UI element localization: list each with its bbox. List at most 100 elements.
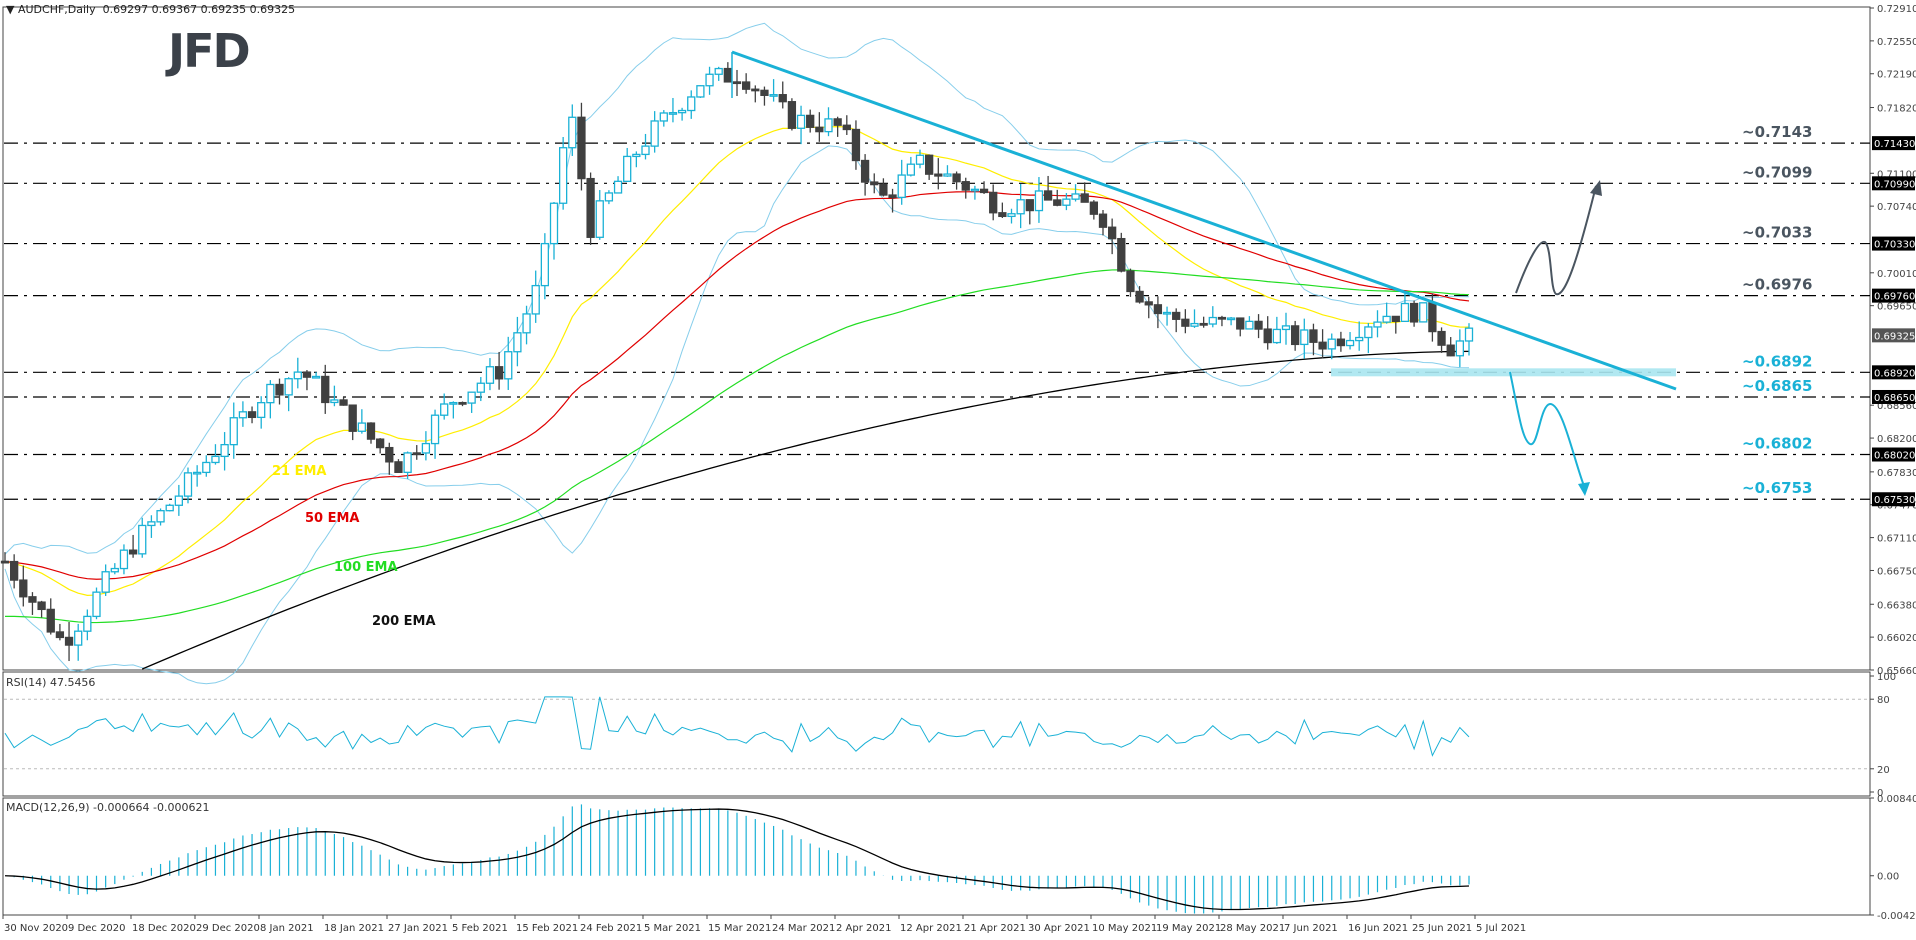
bear-candle[interactable] <box>1199 322 1208 326</box>
bull-candle[interactable] <box>687 96 696 112</box>
bull-candle[interactable] <box>559 147 568 204</box>
bear-candle[interactable] <box>0 560 10 564</box>
bear-candle[interactable] <box>1089 201 1098 215</box>
bull-candle[interactable] <box>147 521 156 527</box>
bull-candle[interactable] <box>1373 321 1382 328</box>
bull-candle[interactable] <box>311 375 321 379</box>
bull-candle[interactable] <box>430 414 440 445</box>
bear-candle[interactable] <box>952 173 961 183</box>
bear-candle[interactable] <box>1098 213 1108 228</box>
bull-candle[interactable] <box>540 242 549 287</box>
bull-candle[interactable] <box>668 112 678 115</box>
bear-candle[interactable] <box>1126 270 1135 293</box>
bear-candle[interactable] <box>394 461 403 473</box>
bear-candle[interactable] <box>366 422 376 440</box>
bull-candle[interactable] <box>403 452 412 473</box>
bull-candle[interactable] <box>1272 328 1281 344</box>
bull-candle[interactable] <box>714 67 723 75</box>
bear-candle[interactable] <box>1236 317 1245 330</box>
bear-candle[interactable] <box>375 438 385 449</box>
bull-candle[interactable] <box>796 114 806 129</box>
bull-candle[interactable] <box>1190 322 1199 327</box>
bear-candle[interactable] <box>778 94 787 103</box>
bull-candle[interactable] <box>421 442 431 454</box>
bear-candle[interactable] <box>385 446 394 463</box>
bull-candle[interactable] <box>110 567 119 573</box>
bull-candle[interactable] <box>192 471 202 475</box>
bull-candle[interactable] <box>549 202 559 245</box>
bear-candle[interactable] <box>1409 302 1419 323</box>
bull-candle[interactable] <box>1419 302 1428 323</box>
bull-candle[interactable] <box>970 188 980 192</box>
bear-candle[interactable] <box>19 579 28 598</box>
bull-candle[interactable] <box>504 351 513 380</box>
bear-candle[interactable] <box>348 404 357 432</box>
bull-candle[interactable] <box>705 73 714 87</box>
bull-candle[interactable] <box>1345 339 1355 347</box>
bull-candle[interactable] <box>623 155 632 182</box>
bull-candle[interactable] <box>1455 340 1464 357</box>
bear-candle[interactable] <box>842 124 851 131</box>
bear-candle[interactable] <box>275 383 284 396</box>
bull-candle[interactable] <box>1226 317 1236 321</box>
bull-candle[interactable] <box>906 163 915 176</box>
bull-candle[interactable] <box>165 504 174 512</box>
bull-candle[interactable] <box>522 313 531 334</box>
bull-candle[interactable] <box>1382 315 1391 323</box>
bear-candle[interactable] <box>1318 341 1327 350</box>
collapse-triangle-icon[interactable]: ▼ <box>6 3 15 16</box>
bear-candle[interactable] <box>55 631 65 639</box>
bear-candle[interactable] <box>979 188 989 194</box>
bull-candle[interactable] <box>83 615 92 632</box>
bull-candle[interactable] <box>1281 325 1291 331</box>
bear-candle[interactable] <box>1446 344 1455 357</box>
bull-candle[interactable] <box>357 422 367 432</box>
bear-candle[interactable] <box>46 608 55 633</box>
bull-candle[interactable] <box>92 591 101 618</box>
bull-candle[interactable] <box>1364 326 1373 339</box>
bear-candle[interactable] <box>1108 226 1117 240</box>
bull-candle[interactable] <box>449 401 458 405</box>
bull-candle[interactable] <box>568 116 577 149</box>
bull-candle[interactable] <box>220 443 229 458</box>
bear-candle[interactable] <box>586 177 595 238</box>
bull-candle[interactable] <box>1162 311 1172 315</box>
bear-candle[interactable] <box>1144 301 1153 306</box>
bear-candle[interactable] <box>998 212 1007 218</box>
bear-candle[interactable] <box>1153 304 1163 315</box>
bear-candle[interactable] <box>870 181 879 186</box>
bull-candle[interactable] <box>943 173 952 177</box>
bear-candle[interactable] <box>1181 318 1190 327</box>
bear-candle[interactable] <box>37 601 46 611</box>
bull-candle[interactable] <box>156 510 165 523</box>
bull-candle[interactable] <box>202 461 211 474</box>
bull-candle[interactable] <box>330 399 339 404</box>
bear-candle[interactable] <box>1117 237 1126 272</box>
bull-candle[interactable] <box>266 383 275 404</box>
bear-candle[interactable] <box>1053 199 1062 206</box>
bull-candle[interactable] <box>1464 327 1474 342</box>
bull-candle[interactable] <box>677 109 687 114</box>
bear-candle[interactable] <box>833 118 842 126</box>
bull-candle[interactable] <box>257 402 266 419</box>
bull-candle[interactable] <box>824 118 833 133</box>
bear-candle[interactable] <box>28 596 37 603</box>
bull-candle[interactable] <box>229 417 238 446</box>
bear-candle[interactable] <box>751 88 760 92</box>
bull-candle[interactable] <box>211 455 220 464</box>
bear-candle[interactable] <box>806 114 815 128</box>
bull-candle[interactable] <box>119 549 129 570</box>
bear-candle[interactable] <box>458 401 467 405</box>
bear-candle[interactable] <box>1080 193 1089 203</box>
bull-candle[interactable] <box>513 332 522 353</box>
bear-candle[interactable] <box>1135 290 1144 303</box>
bear-candle[interactable] <box>934 173 943 177</box>
bull-candle[interactable] <box>1208 316 1217 325</box>
bear-candle[interactable] <box>787 101 797 129</box>
bear-candle[interactable] <box>989 191 998 214</box>
bear-candle[interactable] <box>1391 315 1400 323</box>
bull-candle[interactable] <box>1400 302 1410 323</box>
bear-candle[interactable] <box>321 375 330 404</box>
bull-candle[interactable] <box>604 192 614 202</box>
bull-candle[interactable] <box>101 571 110 593</box>
